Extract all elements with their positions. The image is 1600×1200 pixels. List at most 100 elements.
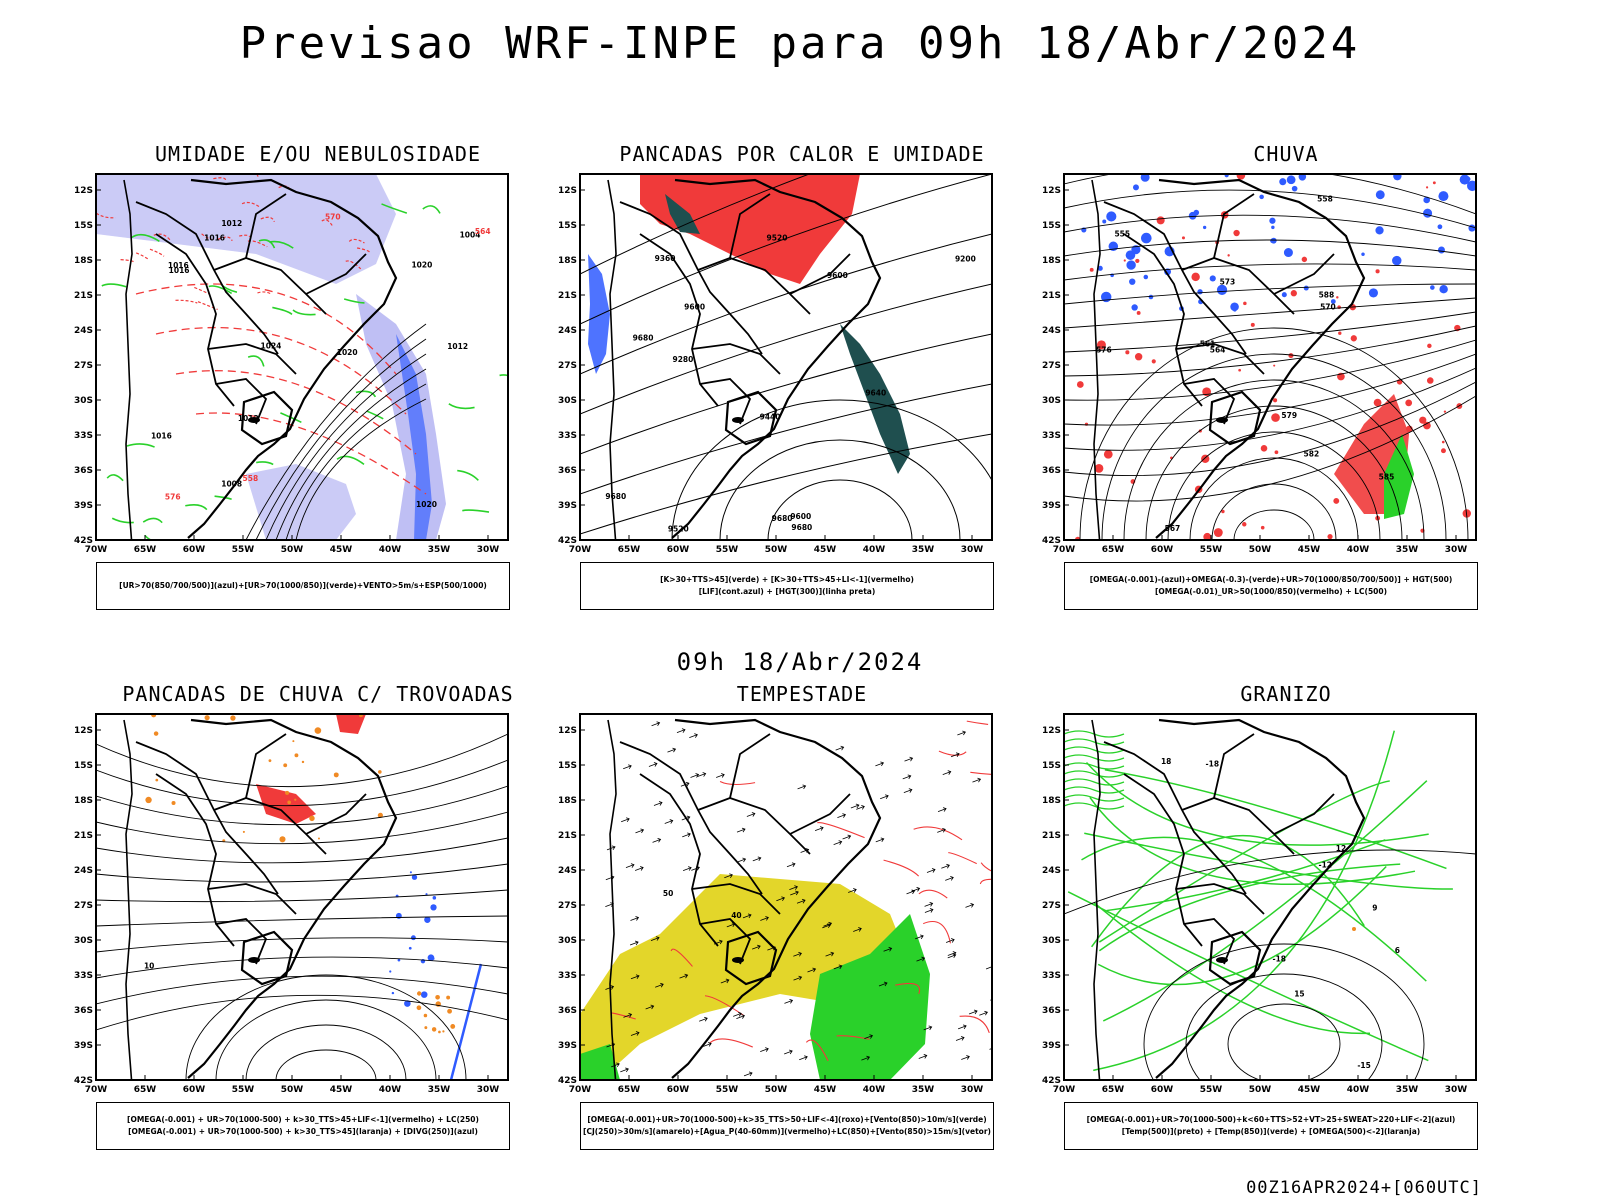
lat-tick-label: 18S: [74, 796, 93, 806]
lon-tick-label: 60W: [183, 1085, 206, 1095]
lat-tick-label: 27S: [558, 901, 577, 911]
contour-label: 40: [731, 911, 741, 920]
lon-tick-label: 30W: [1445, 545, 1468, 555]
contour-label: 9680: [605, 492, 626, 501]
lat-tick-label: 18S: [74, 256, 93, 266]
legend-line: [OMEGA(-0.001)+UR>70(1000-500)+k>35_TTS>…: [587, 1115, 987, 1124]
lat-tick-label: 12S: [74, 726, 93, 736]
lon-tick-label: 55W: [1200, 545, 1223, 555]
lon-tick-label: 60W: [183, 545, 206, 555]
lat-tick-label: 24S: [1042, 866, 1061, 876]
lon-tick-label: 70W: [85, 545, 108, 555]
contour-label: 9: [1372, 904, 1377, 913]
map-frame: [95, 713, 509, 1081]
contour-label: 9600: [684, 303, 705, 312]
lon-tick-label: 50W: [1249, 1085, 1272, 1095]
lat-tick-label: 39S: [558, 1041, 577, 1051]
contour-label: 18: [1161, 757, 1171, 766]
lat-tick-label: 15S: [1042, 221, 1061, 231]
lon-tick-label: 65W: [618, 545, 641, 555]
lat-tick-label: 21S: [74, 831, 93, 841]
contour-label: 1012: [238, 414, 259, 423]
contour-label: 567: [1165, 524, 1181, 533]
contour-label: 561: [1200, 339, 1216, 348]
lon-tick-label: 30W: [1445, 1085, 1468, 1095]
legend-line: [OMEGA(-0.001)+UR>70(1000-500)+k<60+TTS>…: [1086, 1115, 1456, 1124]
lon-tick-label: 40W: [379, 1085, 402, 1095]
contour-label: 1016: [204, 233, 225, 242]
contour-label: 576: [1096, 346, 1112, 355]
lat-tick-label: 18S: [558, 256, 577, 266]
lon-tick-label: 60W: [667, 1085, 690, 1095]
lon-tick-label: 65W: [134, 545, 157, 555]
contour-label: 1012: [221, 219, 242, 228]
contour-label: 558: [1317, 194, 1333, 203]
lon-tick-label: 30W: [477, 1085, 500, 1095]
lat-tick-label: 15S: [558, 221, 577, 231]
lat-tick-label: 27S: [74, 901, 93, 911]
lat-tick-label: 21S: [1042, 291, 1061, 301]
panel-hail: GRANIZO -12 -15 -18 -18 18 15 12 9 6 12S 15S 18S 21S 2…: [1036, 682, 1536, 1162]
lon-tick-label: 60W: [1151, 545, 1174, 555]
lat-tick-label: 36S: [74, 466, 93, 476]
contour-label: 9520: [767, 233, 788, 242]
lat-tick-label: 36S: [558, 466, 577, 476]
contour-label: 1020: [337, 348, 358, 357]
map-frame: [1063, 173, 1477, 541]
contour-label: -18: [1205, 759, 1219, 768]
lat-tick-label: 42S: [1042, 536, 1061, 546]
panel-thunderstorm-showers: PANCADAS DE CHUVA C/ TROVOADAS 10 12S 15S 18…: [68, 682, 568, 1162]
map-plot: 9680968096809600964096009600952094409360…: [558, 173, 993, 555]
contour-label: 1016: [168, 261, 189, 270]
lat-tick-label: 36S: [1042, 466, 1061, 476]
lat-tick-label: 24S: [74, 866, 93, 876]
lat-tick-label: 24S: [558, 866, 577, 876]
lon-tick-label: 60W: [667, 545, 690, 555]
lon-tick-label: 50W: [281, 1085, 304, 1095]
lon-tick-label: 35W: [912, 545, 935, 555]
legend-box: [UR>70(850/700/500)](azul)+[UR>70(1000/8…: [96, 562, 510, 610]
contour-label: 579: [1281, 411, 1297, 420]
lat-tick-label: 33S: [74, 431, 93, 441]
contour-label: 50: [663, 889, 673, 898]
lat-tick-label: 15S: [558, 761, 577, 771]
lon-tick-label: 35W: [1396, 1085, 1419, 1095]
lon-tick-label: 35W: [428, 1085, 451, 1095]
lat-tick-label: 30S: [1042, 936, 1061, 946]
lon-tick-label: 50W: [765, 1085, 788, 1095]
lon-tick-label: 35W: [1396, 545, 1419, 555]
contour-label: 9680: [633, 334, 654, 343]
lon-tick-label: 55W: [232, 545, 255, 555]
lon-tick-label: 50W: [281, 545, 304, 555]
lon-tick-label: 70W: [569, 545, 592, 555]
lat-tick-label: 39S: [74, 501, 93, 511]
contour-label: 12: [1336, 844, 1346, 853]
map-frame: [1063, 713, 1477, 1081]
lon-tick-label: 45W: [814, 545, 837, 555]
legend-box: [OMEGA(-0.001)+UR>70(1000-500)+k<60+TTS>…: [1064, 1102, 1478, 1150]
lon-tick-label: 70W: [569, 1085, 592, 1095]
lat-tick-label: 30S: [1042, 396, 1061, 406]
main-title: Previsao WRF-INPE para 09h 18/Abr/2024: [239, 18, 1361, 69]
lat-tick-label: 42S: [558, 1076, 577, 1086]
contour-label: 6: [1395, 946, 1400, 955]
lat-tick-label: 24S: [74, 326, 93, 336]
contour-label: 9680: [772, 514, 793, 523]
legend-line: [OMEGA(-0.001)-(azul)+OMEGA(-0.3)-(verde…: [1089, 575, 1453, 584]
lon-tick-label: 65W: [1102, 545, 1125, 555]
lat-tick-label: 30S: [74, 396, 93, 406]
lon-tick-label: 70W: [1053, 1085, 1076, 1095]
map-frame: [579, 173, 993, 541]
panel-heat-showers: PANCADAS POR CALOR E UMIDADE 9680 9680 9680…: [552, 142, 1052, 622]
contour-label: 564: [475, 227, 491, 236]
map-plot: 40 50 12S 15S 18S 21S 24S 27S 30S 33S 36S 39S 42S70W…: [558, 713, 993, 1095]
contour-label: 576: [165, 493, 181, 502]
lon-tick-label: 65W: [618, 1085, 641, 1095]
lat-tick-label: 12S: [558, 186, 577, 196]
lon-tick-label: 30W: [961, 545, 984, 555]
lon-tick-label: 70W: [1053, 545, 1076, 555]
panel-title: PANCADAS DE CHUVA C/ TROVOADAS: [122, 682, 514, 706]
contour-label: 9520: [668, 525, 689, 534]
lon-tick-label: 35W: [912, 1085, 935, 1095]
legend-box: [K>30+TTS>45](verde) + [K>30+TTS>45+LI<-…: [580, 562, 994, 610]
